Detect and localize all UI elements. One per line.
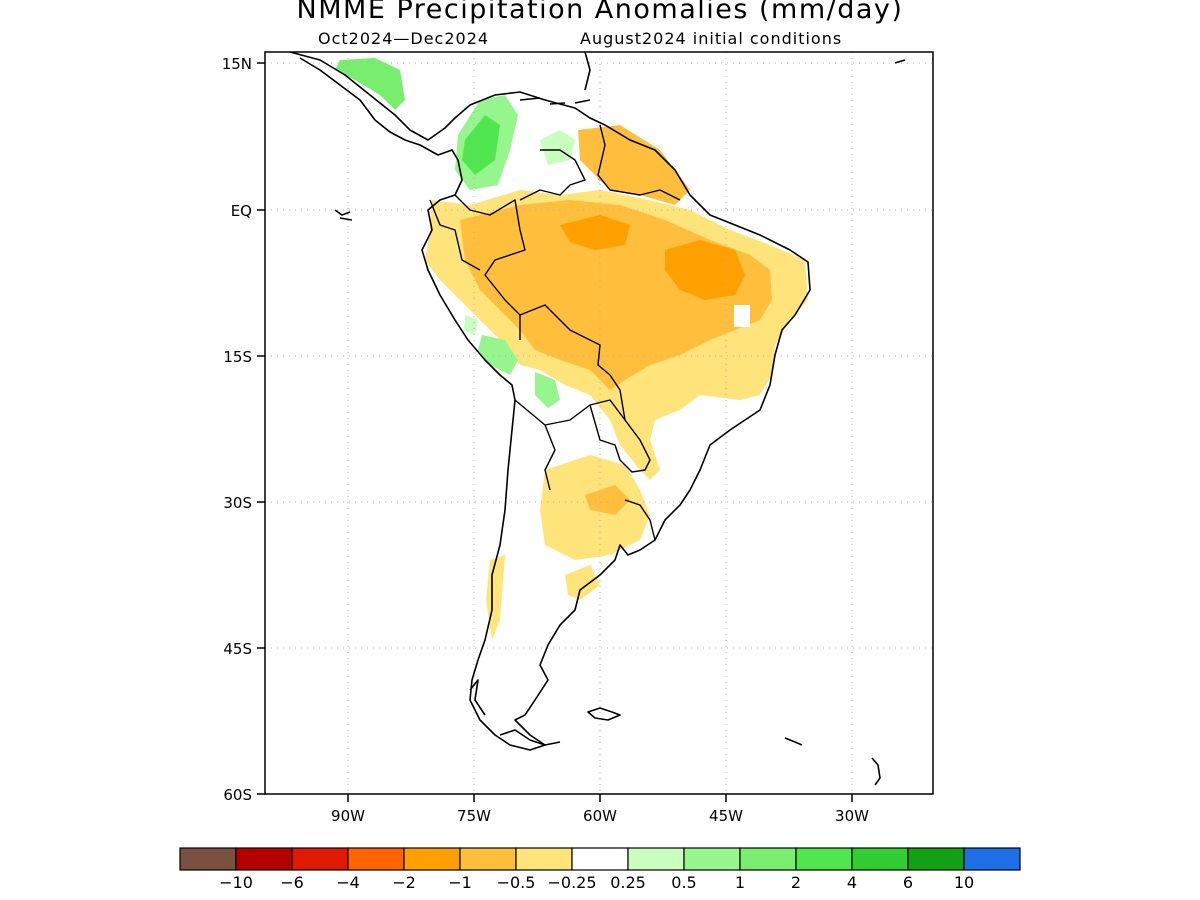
lon-label-75w: 75W — [457, 807, 491, 825]
colorbar-swatch — [235, 847, 293, 871]
lat-label-15s: 15S — [223, 348, 252, 366]
colorbar-label: 4 — [847, 873, 857, 892]
colorbar-label: −6 — [280, 873, 304, 892]
anomaly-gap — [734, 305, 750, 327]
colorbar-swatch — [683, 847, 741, 871]
anomaly-area-peru-wet — [478, 335, 518, 375]
lon-label-45w: 45W — [709, 807, 743, 825]
anomaly-area-central-america — [335, 58, 405, 110]
colorbar-label: −0.25 — [547, 873, 596, 892]
anomaly-area-chile-coast — [486, 555, 505, 640]
anomaly-area-colombia-core — [462, 115, 500, 175]
map-frame — [264, 51, 934, 795]
lon-label-90w: 90W — [331, 807, 365, 825]
map-title: NMME Precipitation Anomalies (mm/day) — [296, 0, 904, 25]
anomaly-area-patagonia-north — [565, 565, 600, 600]
lon-label-60w: 60W — [583, 807, 617, 825]
colorbar-swatch — [515, 847, 573, 871]
lon-label-30w: 30W — [835, 807, 869, 825]
colorbar-label: −1 — [448, 873, 472, 892]
anomaly-area-bolivia-wet — [535, 372, 560, 408]
lat-label-15n: 15N — [222, 55, 252, 73]
forecast-period: Oct2024—Dec2024 — [318, 29, 490, 48]
colorbar-swatch — [627, 847, 685, 871]
lat-label-30s: 30S — [223, 494, 252, 512]
anomaly-area-peru-light — [464, 315, 478, 335]
colorbar-label: 0.25 — [610, 873, 646, 892]
anomaly-area-minus-1-b — [665, 240, 745, 300]
colorbar-swatch — [963, 847, 1021, 871]
colorbar-label: 6 — [903, 873, 913, 892]
colorbar-label: −2 — [392, 873, 416, 892]
lat-label-eq: EQ — [231, 202, 252, 220]
graticule — [265, 52, 933, 794]
colorbar-label: −10 — [219, 873, 253, 892]
colorbar-labels: −10 −6 −4 −2 −1 −0.5 −0.25 0.25 0.5 1 2 4 6 10 — [219, 873, 974, 892]
anomaly-area-laplata-core — [585, 485, 630, 515]
colorbar-swatch — [739, 847, 797, 871]
anomaly-area-minus-1-a — [560, 215, 630, 250]
colorbar-swatch — [795, 847, 853, 871]
colorbar-swatch — [179, 847, 237, 871]
coastlines — [289, 52, 906, 786]
colorbar — [179, 847, 1021, 871]
colorbar-swatch — [291, 847, 349, 871]
lat-ticks — [257, 62, 265, 795]
colorbar-swatch — [851, 847, 909, 871]
colorbar-swatch — [403, 847, 461, 871]
colorbar-swatch — [347, 847, 405, 871]
colorbar-label: 2 — [791, 873, 801, 892]
lat-label-60s: 60S — [223, 786, 252, 804]
colorbar-label: 10 — [954, 873, 974, 892]
lat-label-45s: 45S — [223, 640, 252, 658]
country-borders — [429, 124, 681, 541]
lon-ticks — [347, 794, 853, 802]
colorbar-label: −4 — [336, 873, 360, 892]
anomaly-shading — [335, 58, 808, 640]
colorbar-swatch — [907, 847, 965, 871]
anomaly-area-venezuela — [540, 130, 575, 165]
initial-conditions: August2024 initial conditions — [580, 29, 843, 48]
colorbar-label: −0.5 — [497, 873, 536, 892]
colorbar-swatch — [459, 847, 517, 871]
colorbar-swatch — [571, 847, 629, 871]
colorbar-label: 1 — [735, 873, 745, 892]
colorbar-label: 0.5 — [671, 873, 696, 892]
